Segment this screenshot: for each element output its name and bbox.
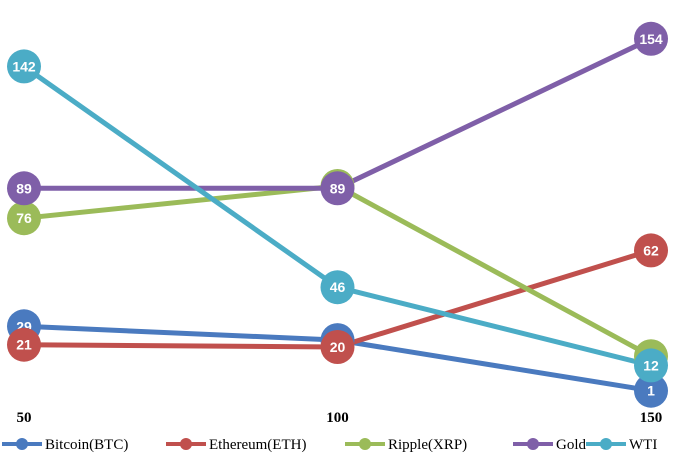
legend-marker [359, 438, 371, 450]
legend-label: Gold [556, 437, 587, 453]
x-tick-label: 150 [640, 410, 663, 426]
legend: Bitcoin(BTC) Ethereum(ETH) Ripple(XRP) Gold… [2, 437, 657, 453]
data-label: 154 [639, 31, 663, 47]
series-line-4 [21, 63, 654, 368]
data-point [320, 270, 355, 305]
legend-label: Ethereum(ETH) [209, 437, 306, 453]
data-point [7, 327, 41, 362]
legend-marker [180, 438, 192, 450]
data-point [7, 171, 41, 206]
x-tick-label: 100 [326, 410, 349, 426]
data-label: 76 [16, 210, 32, 226]
data-point [320, 330, 355, 364]
legend-marker [600, 438, 612, 450]
data-label: 20 [330, 339, 346, 355]
series-line-3 [21, 36, 654, 191]
data-point [7, 49, 41, 84]
data-label: 1 [647, 383, 655, 399]
data-point [7, 201, 41, 236]
legend-marker [16, 438, 28, 450]
legend-label: Bitcoin(BTC) [45, 437, 128, 453]
legend-label: WTI [629, 437, 657, 453]
legend-marker [527, 438, 539, 450]
data-label: 142 [12, 58, 36, 74]
data-label: 12 [643, 357, 659, 373]
data-label: 89 [16, 180, 32, 196]
data-point [320, 171, 355, 206]
data-point [634, 348, 668, 383]
data-label: 89 [330, 180, 346, 196]
data-point [634, 21, 668, 56]
data-point [634, 233, 668, 268]
data-point [634, 373, 668, 408]
legend-label: Ripple(XRP) [388, 437, 467, 453]
data-label: 46 [330, 279, 346, 295]
x-tick-label: 50 [17, 410, 32, 426]
data-label: 62 [643, 242, 659, 258]
data-label: 21 [16, 337, 32, 353]
series-points: 2923121206276901689891541424612 [7, 21, 668, 408]
x-axis-ticks: 50 100 150 [17, 410, 663, 426]
